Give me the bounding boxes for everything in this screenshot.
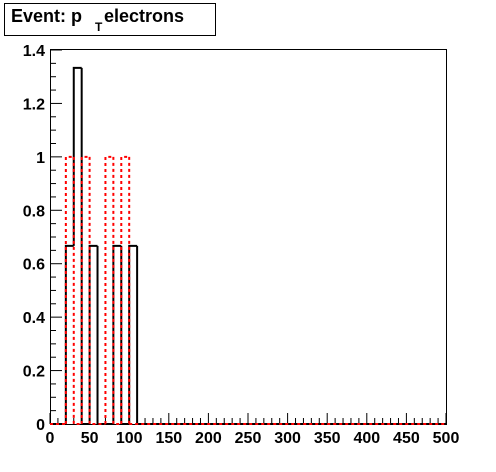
x-tick-label: 100 [116,430,143,447]
series-2-bin-7 [120,155,130,424]
y-tick-label: 1 [36,150,45,167]
title-subscript: T [95,20,103,34]
series-1-bin-4 [88,244,98,424]
title-suffix: electrons [104,6,184,26]
y-tick-label: 0 [36,417,45,434]
y-tick-label: 0.6 [23,257,45,274]
series-2-bin-4 [88,156,106,425]
histogram-series [50,66,446,425]
series-1-bin-2 [72,66,82,246]
x-axis-labels: 0 50 100 150 200 250 300 350 400 450 500 [46,430,460,447]
series-2-bin-3 [80,155,90,424]
series-1-bin-1 [64,244,74,424]
x-tick-label: 50 [81,430,99,447]
x-tick-label: 300 [274,430,301,447]
y-tick-label: 1.2 [23,96,45,113]
y-tick-label: 0.8 [23,203,45,220]
x-tick-label: 400 [353,430,380,447]
y-tick-label: 1.4 [23,43,45,60]
x-tick-label: 250 [235,430,262,447]
y-tick-label: 0.4 [23,310,45,327]
x-tick-label: 150 [155,430,182,447]
x-tick-label: 350 [314,430,341,447]
series-1-bin-6 [112,244,122,424]
y-axis-labels: 0 0.2 0.4 0.6 0.8 1 1.2 1.4 [23,43,45,434]
series-1-bin-8 [128,244,138,424]
x-tick-label: 200 [195,430,222,447]
y-tick-label: 0.2 [23,364,45,381]
x-tick-label: 0 [46,430,55,447]
series-2-bin-5 [104,155,114,424]
title-box-frame [4,3,216,36]
series-1-bin-5 [96,245,114,425]
chart-title: Event: p [11,6,82,26]
x-tick-label: 450 [393,430,420,447]
x-tick-label: 500 [433,430,460,447]
series-2-bin-2 [72,156,82,425]
series-2-bin-6 [112,156,122,425]
title-prefix: Event: p [11,6,82,26]
series-2-bin-1 [64,155,74,424]
title-box: Event: p T electrons [4,3,216,36]
